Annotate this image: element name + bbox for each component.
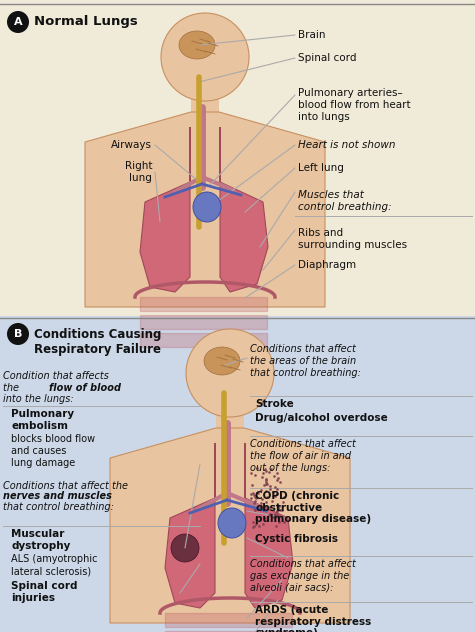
Text: Spinal cord
injuries: Spinal cord injuries [11,581,77,602]
Text: nerves and muscles: nerves and muscles [3,491,112,501]
Polygon shape [140,127,190,292]
Polygon shape [245,443,293,608]
Ellipse shape [193,192,221,222]
Text: Conditions that affect
gas exchange in the
alveoli (air sacs):: Conditions that affect gas exchange in t… [250,559,356,593]
Bar [191,97,219,119]
Text: into the lungs:: into the lungs: [3,394,74,404]
Text: Brain: Brain [298,30,325,40]
Text: Diaphragm: Diaphragm [298,260,356,270]
Polygon shape [165,443,215,608]
Circle shape [171,534,199,562]
Text: Drug/alcohol overdose: Drug/alcohol overdose [255,413,388,423]
Text: Normal Lungs: Normal Lungs [34,16,138,28]
Text: Condition that affects
the: Condition that affects the [3,371,109,393]
Text: ALS (amyotrophic
lateral sclerosis): ALS (amyotrophic lateral sclerosis) [11,554,97,576]
Text: B: B [14,329,22,339]
Polygon shape [85,112,325,307]
Bar [0,316,475,632]
Ellipse shape [218,508,246,538]
Text: Stroke: Stroke [255,399,294,409]
Polygon shape [110,428,350,623]
Circle shape [7,11,29,33]
Text: Conditions that affect the: Conditions that affect the [3,481,128,503]
Text: Heart is not shown: Heart is not shown [298,140,396,150]
Text: Muscular
dystrophy: Muscular dystrophy [11,529,70,550]
Text: Cystic fibrosis: Cystic fibrosis [255,534,338,544]
Text: Conditions that affect
the areas of the brain
that control breathing:: Conditions that affect the areas of the … [250,344,361,378]
Polygon shape [220,127,268,292]
Text: Airways: Airways [111,140,152,150]
Text: Pulmonary arteries–
blood flow from heart
into lungs: Pulmonary arteries– blood flow from hear… [298,88,410,122]
Text: Ribs and
surrounding muscles: Ribs and surrounding muscles [298,228,407,250]
Text: COPD (chronic
obstructive
pulmonary disease): COPD (chronic obstructive pulmonary dise… [255,491,371,524]
Ellipse shape [204,347,240,375]
Text: A: A [14,17,22,27]
Text: Left lung: Left lung [298,163,344,173]
Bar [0,0,475,316]
Circle shape [161,13,249,101]
Text: Conditions Causing
Respiratory Failure: Conditions Causing Respiratory Failure [34,328,162,356]
Text: Muscles that
control breathing:: Muscles that control breathing: [298,190,391,212]
Text: flow of blood: flow of blood [49,383,121,393]
Ellipse shape [176,27,234,76]
Text: blocks blood flow
and causes
lung damage: blocks blood flow and causes lung damage [11,434,95,468]
Text: Conditions that affect
the flow of air in and
out of the lungs:: Conditions that affect the flow of air i… [250,439,356,473]
Text: that control breathing:: that control breathing: [3,502,114,512]
Bar [216,413,244,435]
Circle shape [7,323,29,345]
Text: ARDS (acute
respiratory distress
syndrome): ARDS (acute respiratory distress syndrom… [255,605,371,632]
Text: Right
lung: Right lung [124,161,152,183]
Text: Spinal cord: Spinal cord [298,53,357,63]
Text: Pulmonary
embolism: Pulmonary embolism [11,409,74,430]
Ellipse shape [179,31,215,59]
Ellipse shape [201,343,258,392]
Circle shape [186,329,274,417]
